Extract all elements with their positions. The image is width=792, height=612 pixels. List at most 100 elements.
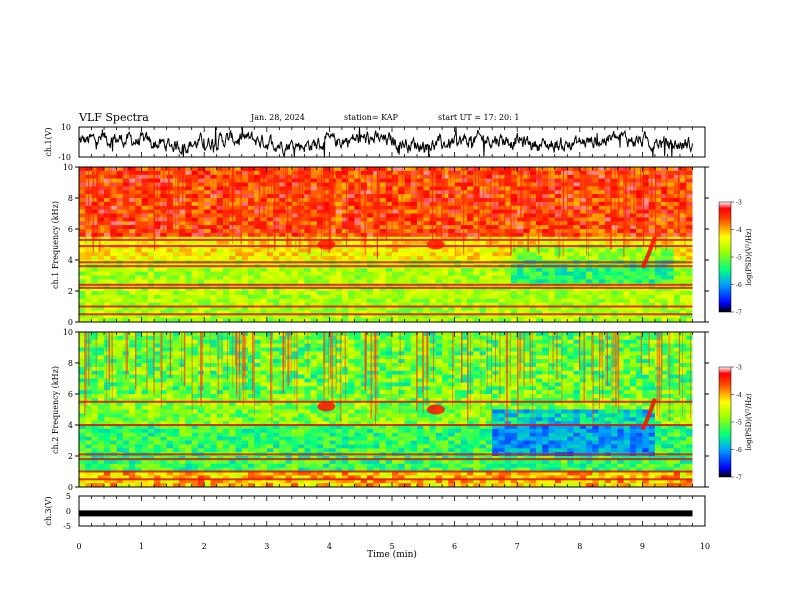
spec-cell — [210, 225, 218, 230]
spec-cell — [191, 413, 199, 418]
spec-cell — [417, 287, 424, 292]
spec-cell — [154, 386, 161, 391]
spec-cell — [523, 298, 531, 304]
spec-cell — [586, 310, 593, 315]
spec-cell — [141, 394, 149, 399]
spec-cell — [266, 248, 274, 253]
spec-cell — [273, 201, 280, 207]
spec-cell — [97, 483, 105, 488]
spec-cell — [279, 248, 286, 253]
spec-cell — [79, 359, 86, 364]
spec-cell — [235, 209, 243, 214]
spec-cell — [254, 229, 261, 234]
spec-cell — [147, 287, 155, 292]
spec-cell — [166, 302, 174, 307]
spec-cell — [135, 475, 142, 480]
spec-cell — [592, 205, 599, 211]
spec-cell — [673, 302, 681, 307]
spec-cell — [166, 401, 174, 407]
spec-cell — [573, 225, 581, 230]
spec-cell — [160, 479, 168, 484]
spec-cell — [141, 467, 149, 472]
spec-cell — [379, 267, 387, 273]
spec-cell — [210, 343, 218, 348]
spec-cell — [360, 248, 368, 253]
spec-cell — [467, 275, 474, 280]
spec-cell — [104, 436, 111, 441]
spec-cell — [266, 291, 274, 296]
spec-cell — [197, 248, 205, 253]
spec-cell — [435, 217, 443, 222]
spec-cell — [97, 279, 105, 284]
spec-cell — [448, 194, 455, 199]
spec-cell — [423, 167, 430, 172]
spec-cell — [554, 256, 562, 261]
spec-cell — [367, 205, 374, 211]
spec-cell — [348, 256, 355, 261]
spec-cell — [548, 232, 556, 238]
spec-cell — [623, 298, 631, 304]
spec-cell — [392, 306, 399, 311]
spec-cell — [379, 167, 387, 172]
spec-cell — [567, 178, 574, 183]
spec-cell — [542, 229, 549, 234]
spec-cell — [179, 436, 186, 441]
spec-cell — [85, 225, 92, 230]
spec-cell — [517, 217, 524, 222]
spec-cell — [548, 229, 556, 234]
spec-cell — [686, 209, 693, 214]
spec-cell — [129, 240, 136, 245]
spec-cell — [423, 298, 430, 304]
spec-cell — [97, 347, 105, 352]
spec-cell — [604, 291, 612, 296]
spec-cell — [104, 279, 111, 284]
spec-cell — [191, 318, 199, 323]
spec-cell — [573, 186, 581, 191]
spec-cell — [429, 287, 437, 292]
spec-cell — [467, 306, 474, 311]
spec-cell — [91, 413, 99, 418]
spec-narrowband-line — [79, 265, 693, 268]
spec-cell — [561, 182, 568, 187]
spec-cell — [598, 318, 606, 323]
spec-cell — [204, 440, 211, 445]
spec-cell — [254, 287, 261, 292]
spec-cell — [498, 186, 506, 191]
spec-cell — [185, 267, 193, 273]
spec-cell — [598, 287, 606, 292]
spec-cell — [241, 209, 249, 214]
spec-cell — [266, 194, 274, 199]
spec-cell — [529, 240, 537, 245]
spec-cell — [135, 463, 142, 469]
spec-cell — [604, 186, 612, 191]
spec-cell — [473, 205, 481, 211]
spec-cell — [179, 390, 186, 395]
spec-cell — [298, 314, 305, 319]
spec-cell — [567, 213, 574, 218]
spec-cell — [379, 186, 387, 191]
spec-cell — [298, 170, 305, 176]
spec-cell — [673, 291, 681, 296]
spec-cell — [460, 298, 468, 304]
spec-cell — [479, 170, 487, 176]
spec-cell — [648, 232, 656, 238]
spec-cell — [160, 343, 168, 348]
spec-cell — [642, 190, 650, 195]
spec-cell — [661, 225, 668, 230]
spec-cell — [97, 256, 105, 261]
spec-cell — [423, 275, 430, 280]
spec-cell — [323, 167, 330, 172]
spec-cell — [598, 209, 606, 214]
spec-cell — [191, 229, 199, 234]
spec-cell — [598, 306, 606, 311]
spec-cell — [147, 170, 155, 176]
spec-cell — [554, 252, 562, 257]
spec-cell — [398, 279, 405, 284]
spec-cell — [573, 213, 581, 218]
spec-cell — [567, 306, 574, 311]
spec-sferic — [346, 167, 347, 246]
spec-cell — [529, 209, 537, 214]
spec-cell — [636, 252, 643, 257]
spec-cell — [129, 417, 136, 422]
